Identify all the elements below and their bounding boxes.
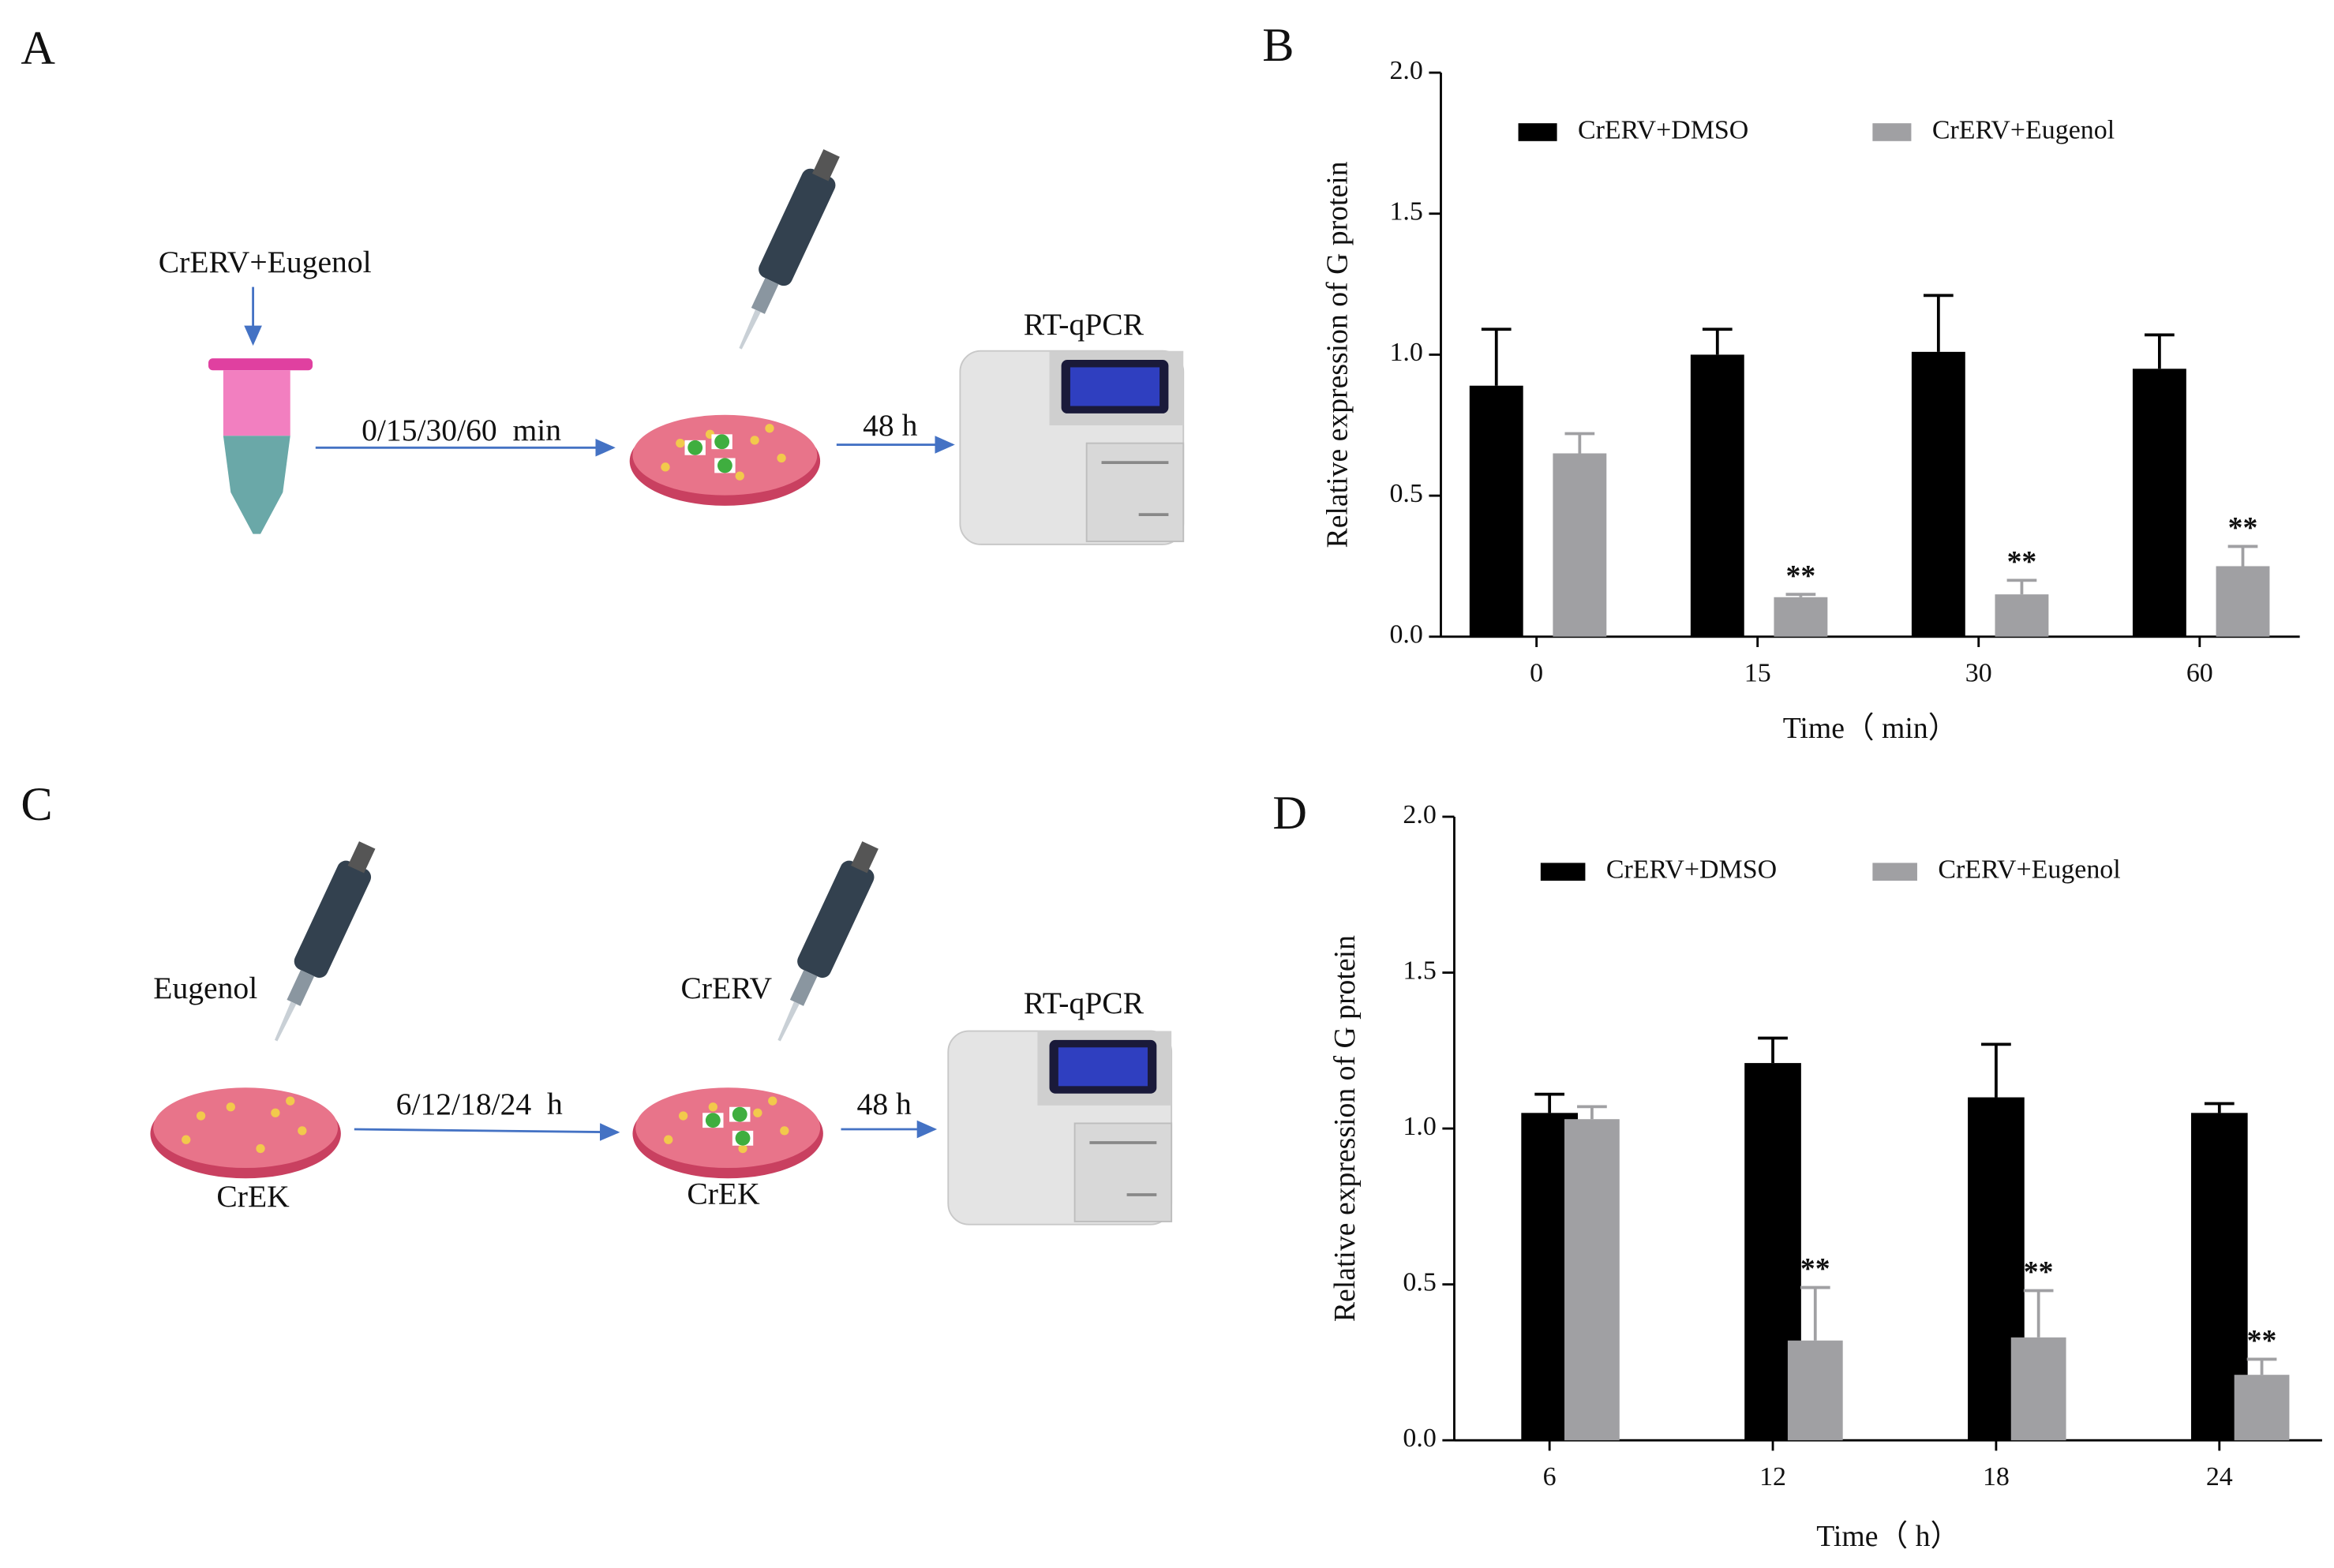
incubation-label: 6/12/18/24 h [396, 1087, 563, 1121]
y-tick-label: 1.5 [1389, 197, 1422, 226]
error-bar [1923, 294, 1954, 352]
x-axis-label: Time（ min） [1783, 712, 1958, 745]
y-tick-label: 2.0 [1389, 56, 1422, 85]
panel-label: B [1262, 19, 1294, 72]
x-tick-label: 24 [2206, 1462, 2233, 1491]
x-axis-label: Time（ h） [1816, 1520, 1960, 1553]
bar [1690, 354, 1744, 637]
bar [1774, 597, 1828, 637]
culture-label: 48 h [863, 408, 917, 443]
significance-label: ** [1800, 1252, 1830, 1285]
legend-label: CrERV+Eugenol [1932, 115, 2115, 144]
x-tick-label: 0 [1530, 659, 1543, 688]
x-tick-label: 12 [1759, 1462, 1786, 1491]
error-bar [1981, 1042, 2011, 1098]
error-bar [1577, 1105, 1607, 1120]
legend-swatch [1518, 123, 1557, 141]
bar [1911, 351, 1965, 637]
bar [1553, 453, 1607, 637]
panel-label: D [1272, 787, 1307, 840]
y-tick-label: 1.0 [1389, 338, 1422, 367]
significance-label: ** [2228, 511, 2258, 544]
error-bar [2204, 1102, 2235, 1113]
bar [2234, 1375, 2290, 1441]
x-tick-label: 30 [1965, 659, 1992, 688]
error-bar [1564, 432, 1595, 454]
panel-label: A [21, 22, 55, 75]
y-tick-label: 0.0 [1403, 1424, 1436, 1453]
error-bar [1800, 1285, 1830, 1341]
y-tick-label: 1.5 [1403, 956, 1436, 985]
significance-label: ** [2247, 1324, 2277, 1357]
panel-label: C [21, 778, 52, 831]
x-tick-label: 18 [1983, 1462, 2010, 1491]
y-tick-label: 0.0 [1389, 620, 1422, 649]
error-bar [1785, 593, 1816, 597]
cells-label: CrEK [216, 1179, 290, 1214]
bar [1564, 1119, 1620, 1441]
bar [1469, 385, 1523, 637]
bar [1995, 594, 2049, 637]
error-bar [2227, 544, 2258, 567]
infection-label: CrERV [680, 971, 772, 1005]
bar [2132, 369, 2186, 637]
pretreatment-label: Eugenol [153, 971, 257, 1005]
y-tick-label: 0.5 [1389, 479, 1422, 508]
legend-label: CrERV+Eugenol [1938, 855, 2120, 885]
significance-label: ** [2024, 1256, 2054, 1289]
y-axis-label: Relative expression of G protein [1321, 161, 1354, 548]
treatment-label: CrERV+Eugenol [159, 245, 372, 279]
x-tick-label: 15 [1744, 659, 1771, 688]
error-bar [2145, 333, 2175, 369]
error-bar [1481, 327, 1512, 386]
legend-swatch [1540, 863, 1586, 881]
incubation-label: 0/15/30/60 min [362, 413, 561, 447]
legend-swatch [1872, 863, 1917, 881]
legend-label: CrERV+DMSO [1578, 115, 1748, 144]
culture-label: 48 h [857, 1087, 912, 1121]
y-tick-label: 2.0 [1403, 800, 1436, 829]
significance-label: ** [2007, 545, 2037, 578]
diagram-c: C Eugenol CrEK 6/12/18/24 h CrERV CrEK 4… [21, 778, 1174, 1226]
x-tick-label: 60 [2186, 659, 2213, 688]
diagram-a: A CrERV+Eugenol 0/15/30/60 min 48 h RT-q… [21, 22, 1186, 546]
x-tick-label: 6 [1543, 1462, 1557, 1491]
error-bar [2246, 1357, 2277, 1375]
assay-label: RT-qPCR [1024, 986, 1145, 1020]
error-bar [1702, 327, 1733, 355]
legend-swatch [1872, 123, 1912, 141]
significance-label: ** [1786, 559, 1816, 593]
y-axis-label: Relative expression of G protein [1328, 935, 1362, 1322]
y-tick-label: 1.0 [1403, 1112, 1436, 1141]
bar [1787, 1340, 1843, 1441]
error-bar [2006, 578, 2037, 595]
bar [2216, 566, 2270, 637]
assay-label: RT-qPCR [1024, 307, 1145, 342]
cells-label: CrEK [687, 1176, 760, 1211]
error-bar [1758, 1036, 1788, 1064]
tube-icon [208, 358, 313, 534]
legend-label: CrERV+DMSO [1606, 855, 1777, 885]
bar [2010, 1337, 2066, 1441]
y-tick-label: 0.5 [1403, 1267, 1436, 1297]
error-bar [1534, 1092, 1565, 1113]
error-bar [2023, 1289, 2054, 1338]
